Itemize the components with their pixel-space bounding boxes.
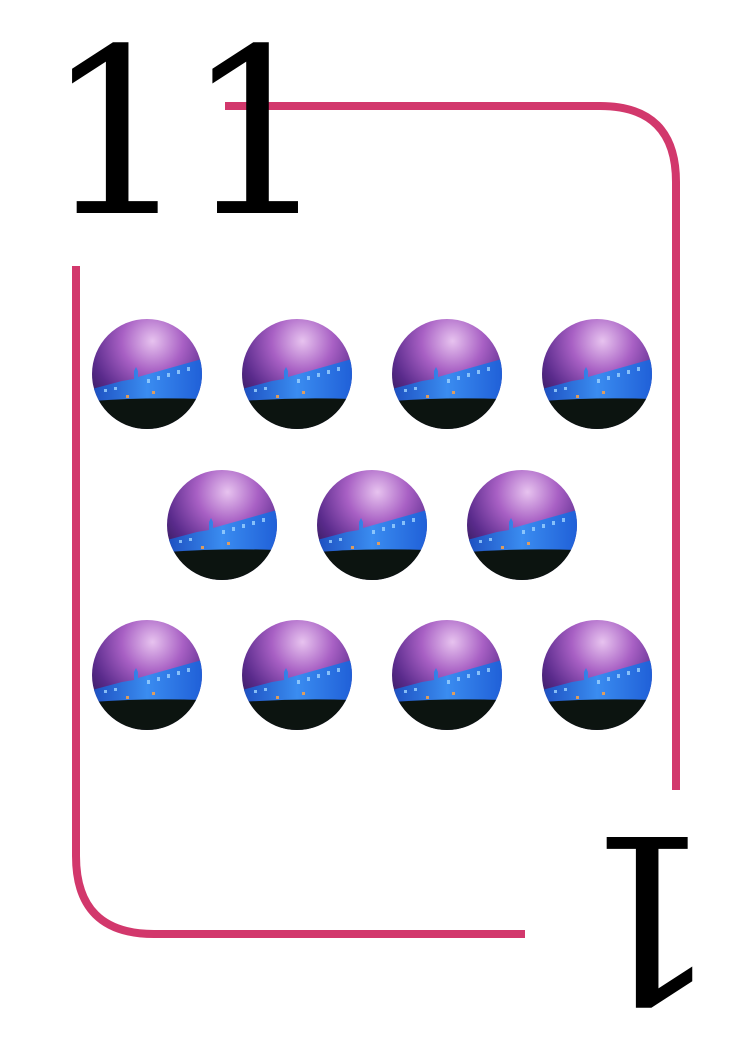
pip-3 xyxy=(392,319,502,429)
frame-bottom-left xyxy=(72,266,525,938)
night-building-photo xyxy=(242,620,352,730)
pip-1 xyxy=(92,319,202,429)
rank-bottom: 11 xyxy=(580,782,744,1049)
night-building-photo xyxy=(542,620,652,730)
frame-top-right xyxy=(225,102,680,790)
night-building-photo xyxy=(392,620,502,730)
pip-2 xyxy=(242,319,352,429)
pip-6 xyxy=(317,470,427,580)
pip-9 xyxy=(242,620,352,730)
pip-11 xyxy=(542,620,652,730)
night-building-photo xyxy=(92,620,202,730)
pip-10 xyxy=(392,620,502,730)
rank-top: 11 xyxy=(44,1,331,268)
night-building-photo xyxy=(317,470,427,580)
pip-7 xyxy=(467,470,577,580)
night-building-photo xyxy=(467,470,577,580)
night-building-photo xyxy=(542,319,652,429)
night-building-photo xyxy=(242,319,352,429)
night-building-photo xyxy=(167,470,277,580)
pip-8 xyxy=(92,620,202,730)
pip-4 xyxy=(542,319,652,429)
pip-5 xyxy=(167,470,277,580)
night-building-photo xyxy=(92,319,202,429)
night-building-photo xyxy=(392,319,502,429)
